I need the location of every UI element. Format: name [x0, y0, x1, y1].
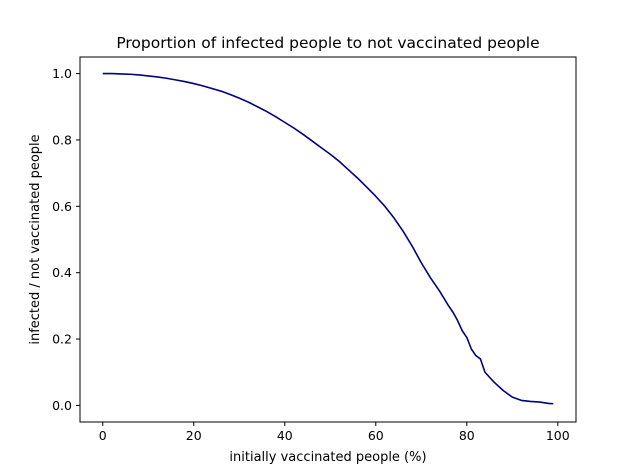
plot-area-frame: [79, 56, 577, 423]
y-tick-label: 0.4: [52, 265, 72, 280]
x-axis-label: initially vaccinated people (%): [229, 450, 426, 465]
x-tick-label: 80: [459, 428, 475, 443]
y-tick-label: 0.2: [52, 332, 72, 347]
x-tick-label: 20: [186, 428, 202, 443]
y-tick-label: 0.8: [52, 132, 72, 147]
y-tick-label: 0.6: [52, 199, 72, 214]
y-axis-ticks: 0.0 0.2 0.4 0.6 0.8 1.0: [52, 66, 80, 413]
x-tick-label: 40: [277, 428, 293, 443]
y-axis-label: infected / not vaccinated people: [28, 134, 43, 344]
x-axis-ticks: 0 20 40 60 80 100: [99, 422, 570, 443]
x-tick-label: 0: [99, 428, 107, 443]
x-tick-label: 100: [546, 428, 570, 443]
y-tick-label: 1.0: [52, 66, 72, 81]
series-line-0: [102, 72, 554, 405]
y-tick-label: 0.0: [52, 398, 72, 413]
chart-title: Proportion of infected people to not vac…: [116, 34, 539, 52]
x-tick-label: 60: [368, 428, 384, 443]
series-layer: [102, 72, 554, 405]
